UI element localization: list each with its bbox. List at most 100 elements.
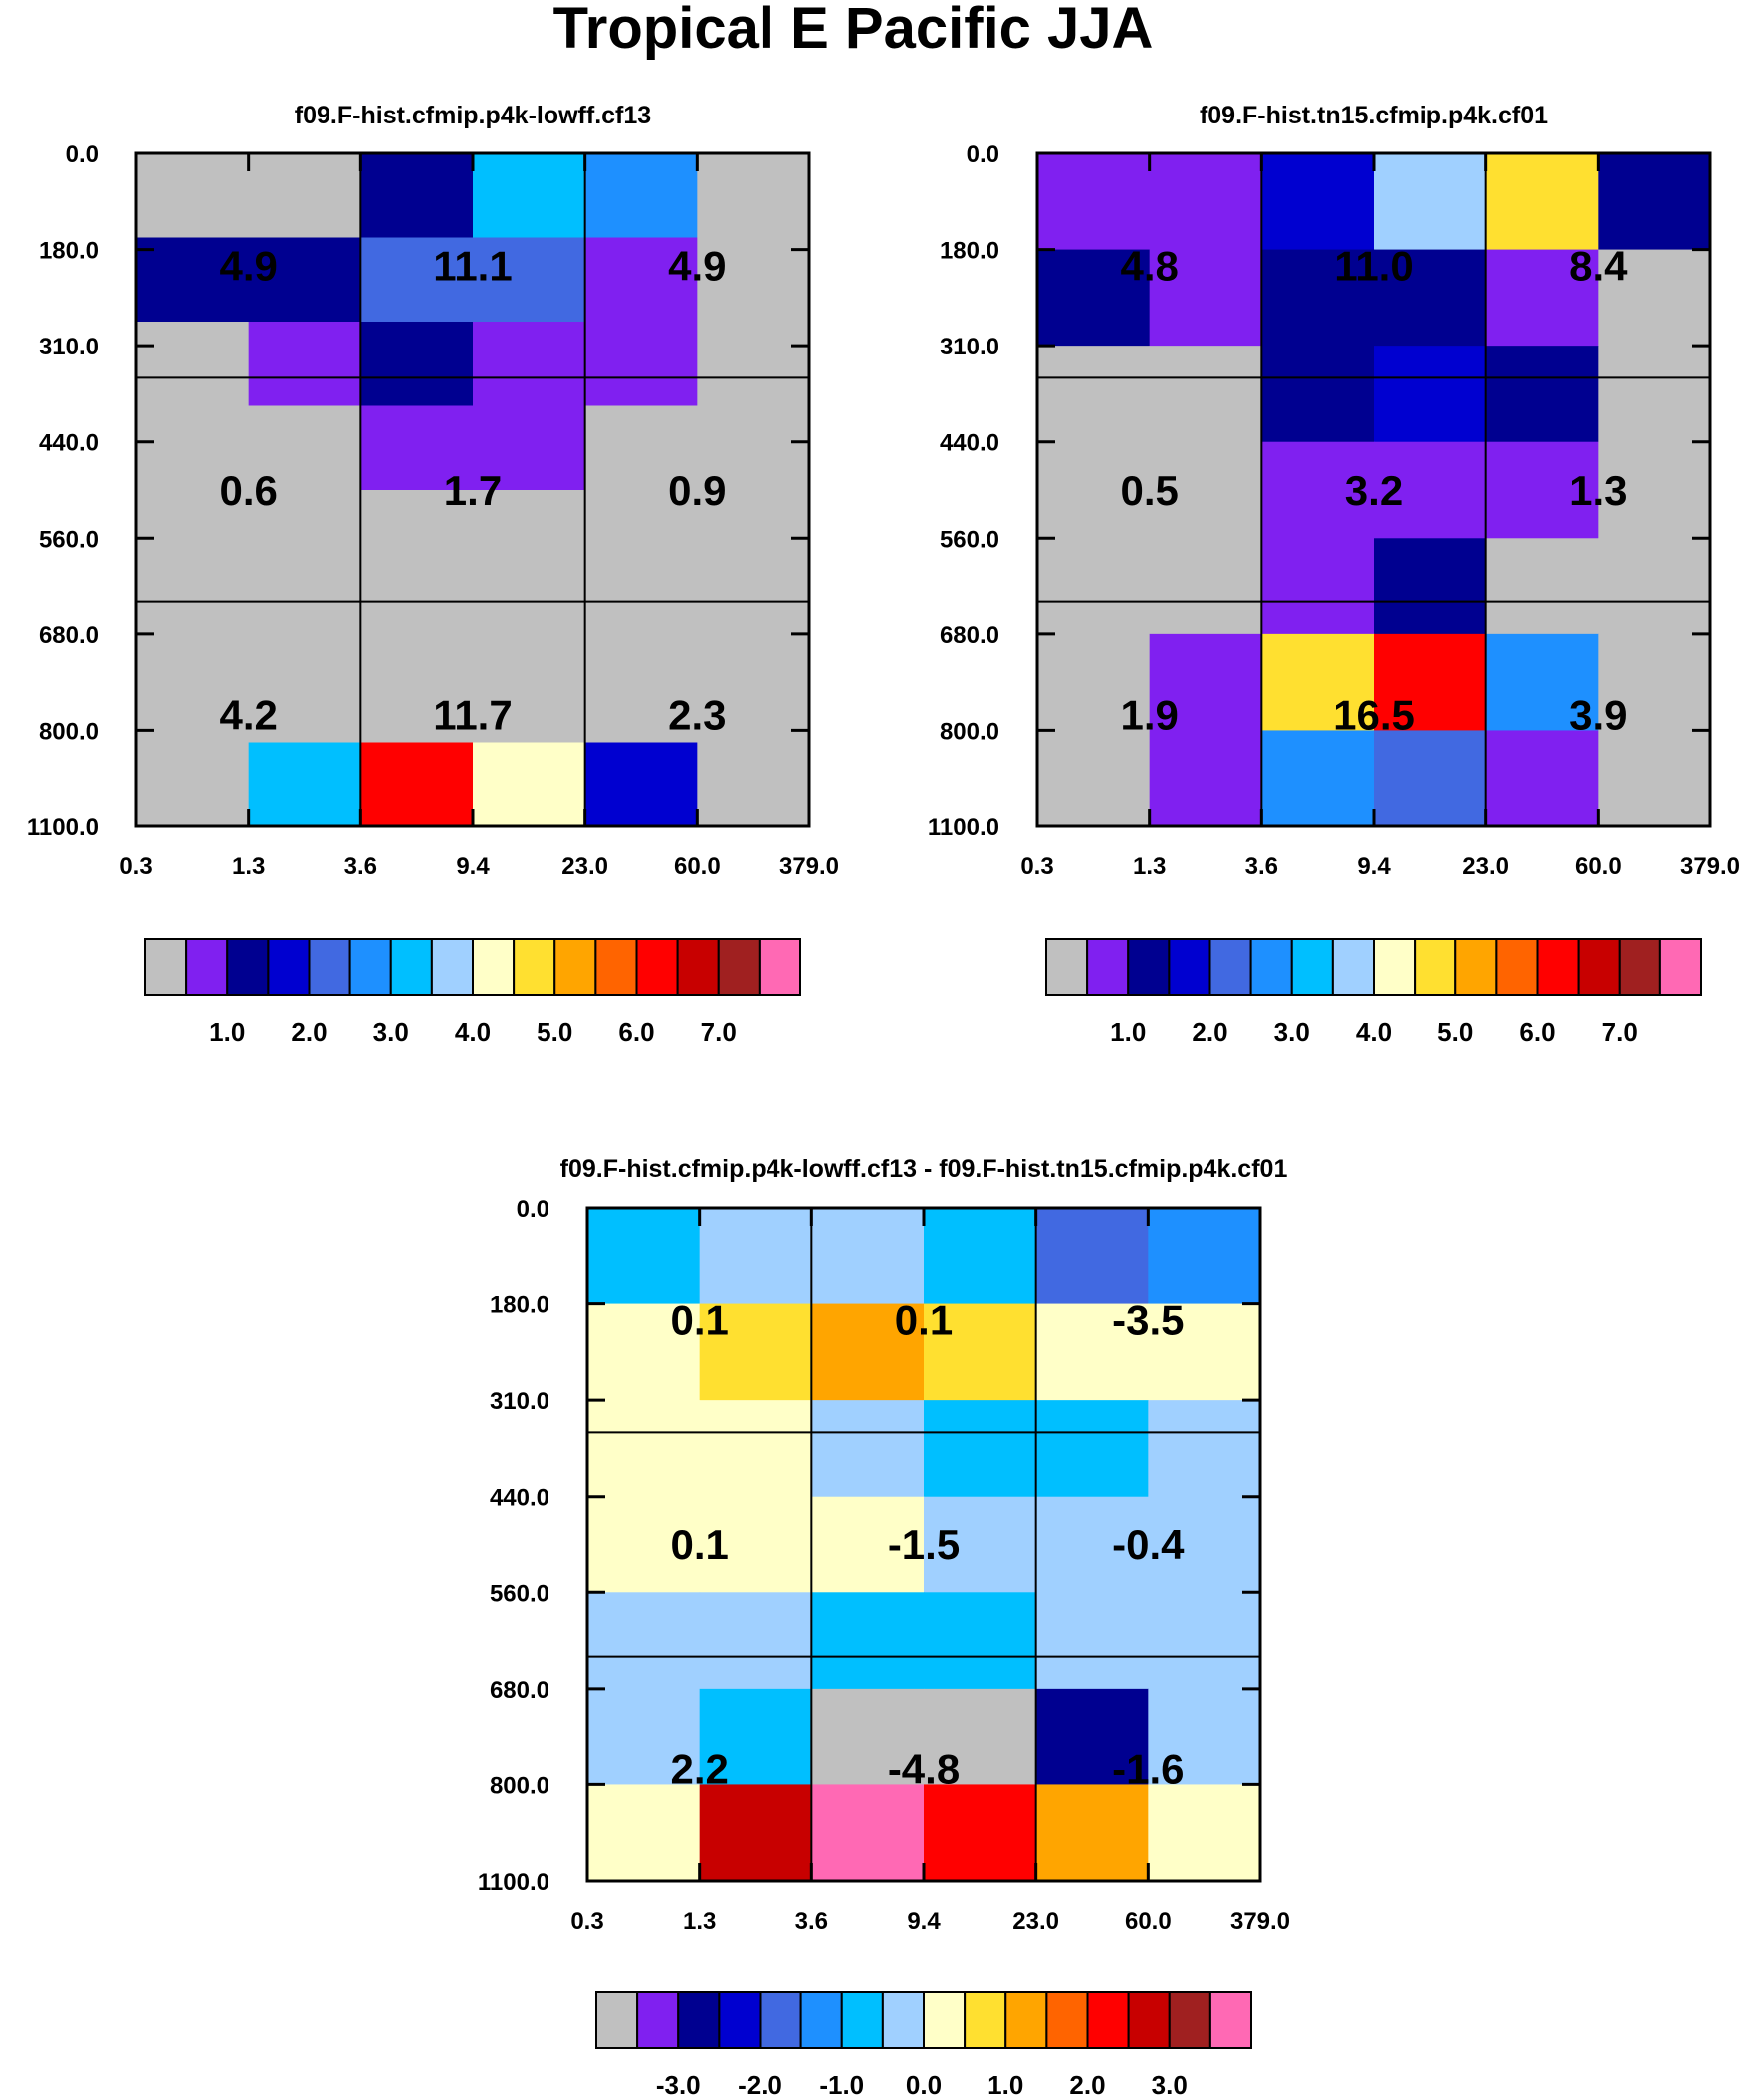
x-tick-label: 23.0	[561, 853, 608, 880]
y-tick-label: 680.0	[490, 1677, 549, 1704]
panel-2: f09.F-hist.tn15.cfmip.p4k.cf01 0.3 1.3 3.6 9…	[928, 102, 1740, 1047]
heatmap-cell	[1598, 249, 1711, 347]
colorbar-label: 4.0	[455, 1017, 491, 1047]
heatmap-cell	[136, 574, 250, 659]
cell-value-label: 11.7	[433, 691, 512, 738]
heatmap-cell	[473, 322, 586, 406]
heatmap-cell	[1598, 730, 1711, 827]
cell-value-label: 11.1	[433, 243, 512, 290]
cell-value-label: -1.5	[888, 1521, 960, 1568]
heatmap-cell	[697, 490, 810, 575]
heatmap-cell	[811, 1303, 925, 1401]
colorbar-swatch	[226, 938, 270, 996]
heatmap-cell	[136, 153, 250, 238]
heatmap-cell	[1035, 1784, 1149, 1882]
heatmap-cell	[1148, 1400, 1261, 1498]
y-tick-label: 0.0	[517, 1196, 549, 1223]
heatmap-cell	[1261, 538, 1375, 635]
heatmap-cell	[1374, 633, 1487, 731]
x-tick-label: 23.0	[1462, 853, 1509, 880]
heatmap-cell	[1148, 1208, 1261, 1305]
heatmap-cell	[924, 1592, 1037, 1690]
colorbar-swatch	[1127, 938, 1171, 996]
y-tick-label: 680.0	[940, 622, 999, 649]
cell-value-label: 0.9	[668, 467, 726, 514]
heatmap-cell	[1149, 730, 1262, 827]
heatmap-cell	[584, 574, 698, 659]
heatmap-cell	[699, 1303, 812, 1401]
heatmap-cell	[1374, 441, 1487, 539]
heatmap-cell	[811, 1208, 925, 1305]
heatmap-cell	[1037, 538, 1151, 635]
colorbar-swatch	[1086, 1991, 1130, 2049]
colorbar-swatch	[840, 1991, 884, 2049]
y-tick-label: 440.0	[940, 430, 999, 457]
heatmap-cell	[360, 742, 474, 827]
y-tick-label: 0.0	[967, 141, 999, 168]
x-tick-label: 9.4	[1357, 853, 1391, 880]
cell-value-label: -3.5	[1112, 1297, 1184, 1344]
x-tick-label: 379.0	[1230, 1908, 1290, 1935]
colorbar-swatch	[717, 938, 761, 996]
heatmap-cell	[1485, 346, 1599, 443]
heatmap-cell	[248, 237, 361, 323]
colorbar-label: 3.0	[1274, 1017, 1310, 1047]
colorbar-label: 1.0	[1110, 1017, 1146, 1047]
heatmap-cell	[697, 574, 810, 659]
heatmap-cell	[811, 1592, 925, 1690]
heatmap-cell	[1149, 346, 1262, 443]
heatmap-cell	[584, 322, 698, 406]
heatmap-cell	[584, 153, 698, 238]
colorbar-swatch	[1331, 938, 1375, 996]
colorbar-swatch	[267, 938, 311, 996]
colorbar-swatch	[1536, 938, 1580, 996]
cell-value-label: -1.6	[1112, 1746, 1184, 1792]
cell-value-label: 0.6	[219, 467, 277, 514]
heatmap-cell	[699, 1208, 812, 1305]
x-tick-label: 60.0	[674, 853, 721, 880]
heatmap-cell	[699, 1496, 812, 1593]
colorbar-swatch	[513, 938, 556, 996]
colorbar-label: 7.0	[1602, 1017, 1638, 1047]
colorbar-swatch	[308, 938, 351, 996]
cell-value-label: 0.1	[895, 1297, 953, 1344]
cell-value-label: 16.5	[1333, 691, 1415, 738]
cell-value-label: 4.8	[1120, 243, 1178, 290]
heatmap-cell	[473, 405, 586, 491]
heatmap-cell	[1485, 633, 1599, 731]
colorbar-label: 3.0	[1152, 2070, 1188, 2100]
colorbar-swatch	[595, 1991, 639, 2049]
heatmap-cell	[811, 1496, 925, 1593]
x-tick-label: 23.0	[1012, 1908, 1059, 1935]
colorbar-label: 6.0	[618, 1017, 654, 1047]
y-tick-label: 560.0	[39, 526, 99, 553]
colorbar-label: 2.0	[1069, 2070, 1105, 2100]
heatmap-cell	[1148, 1784, 1261, 1882]
y-tick-label: 560.0	[490, 1580, 549, 1607]
x-tick-label: 1.3	[1133, 853, 1166, 880]
panels-group: f09.F-hist.cfmip.p4k-lowff.cf13 0.3 1.3 3.6…	[27, 102, 1740, 2100]
colorbar-swatch	[348, 938, 392, 996]
cell-value-label: 1.9	[1120, 691, 1178, 738]
colorbar-swatch	[923, 1991, 967, 2049]
colorbar-swatch	[636, 1991, 680, 2049]
heatmap-cell	[699, 1400, 812, 1498]
heatmap-cell	[136, 742, 250, 827]
heatmap-cell	[1485, 249, 1599, 347]
heatmap-cell	[1149, 441, 1262, 539]
cell-value-label: 3.2	[1345, 467, 1403, 514]
heatmap-cell	[1485, 153, 1599, 251]
y-tick-label: 1100.0	[27, 815, 99, 841]
heatmap-cell	[1261, 249, 1375, 347]
colorbar-swatch	[1168, 1991, 1211, 2049]
x-tick-label: 60.0	[1575, 853, 1622, 880]
heatmap-cell	[1598, 538, 1711, 635]
heatmap-cell	[924, 1688, 1037, 1785]
x-tick-label: 3.6	[1245, 853, 1278, 880]
colorbar-swatch	[1086, 938, 1130, 996]
panel-title: f09.F-hist.cfmip.p4k-lowff.cf13	[295, 102, 651, 129]
panel-1: f09.F-hist.cfmip.p4k-lowff.cf13 0.3 1.3 3.6…	[27, 102, 839, 1047]
heatmap-cell	[1035, 1303, 1149, 1401]
cell-value-label: 1.3	[1569, 467, 1627, 514]
x-tick-label: 3.6	[795, 1908, 828, 1935]
